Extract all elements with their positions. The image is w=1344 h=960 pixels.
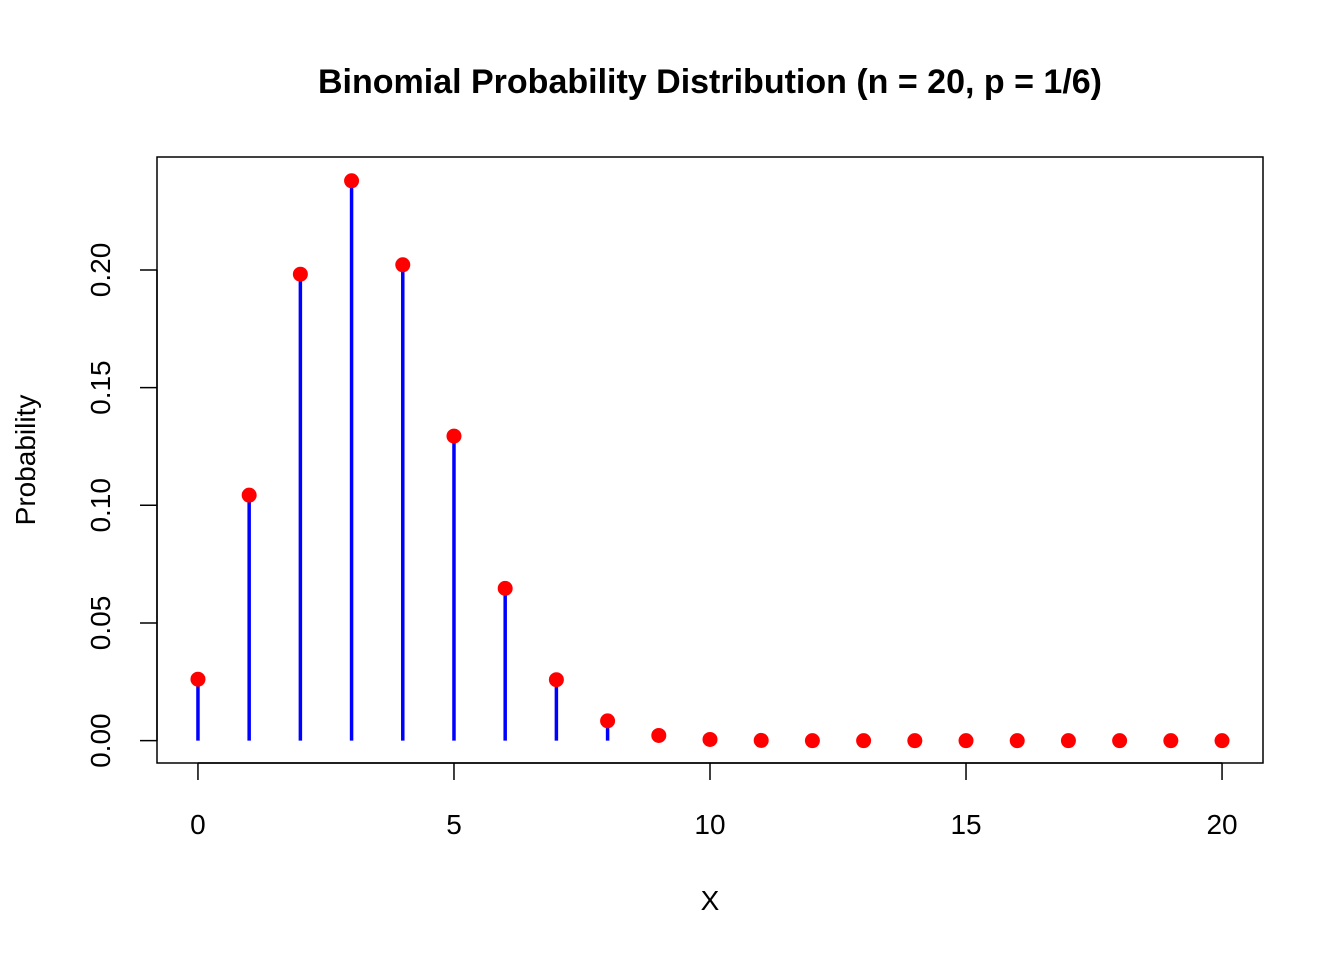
point-3 (344, 173, 360, 189)
stems (196, 180, 763, 741)
point-14 (907, 733, 923, 749)
plot-frame (156, 156, 1264, 764)
x-tick-label: 15 (950, 809, 981, 840)
y-tick-label: 0.10 (85, 478, 116, 533)
point-15 (958, 733, 974, 749)
point-2 (292, 266, 308, 282)
point-5 (446, 428, 462, 444)
x-tick-label: 0 (190, 809, 206, 840)
y-tick-label: 0.15 (85, 360, 116, 415)
x-tick-label: 10 (694, 809, 725, 840)
y-tick-label: 0.00 (85, 713, 116, 768)
x-tick-label: 20 (1206, 809, 1237, 840)
y-axis: 0.00 0.05 0.10 0.15 0.20 (85, 243, 158, 768)
point-8 (600, 713, 616, 729)
point-20 (1214, 733, 1230, 749)
chart-title: Binomial Probability Distribution (n = 2… (318, 63, 1102, 101)
point-0 (190, 671, 206, 687)
point-4 (395, 257, 411, 273)
x-axis: 0 5 10 15 20 (190, 762, 1238, 840)
y-tick-label: 0.20 (85, 243, 116, 298)
point-18 (1112, 733, 1128, 749)
point-10 (702, 731, 718, 747)
x-axis-label: X (701, 885, 720, 916)
point-11 (753, 732, 769, 748)
point-9 (651, 727, 667, 743)
point-16 (1009, 733, 1025, 749)
point-7 (548, 672, 564, 688)
y-tick-label: 0.05 (85, 596, 116, 651)
x-tick-label: 5 (446, 809, 462, 840)
point-17 (1060, 733, 1076, 749)
points (190, 173, 1230, 749)
y-axis-label: Probability (10, 395, 41, 526)
point-6 (497, 580, 513, 596)
point-13 (856, 733, 872, 749)
point-12 (804, 733, 820, 749)
point-19 (1163, 733, 1179, 749)
point-1 (241, 487, 257, 503)
